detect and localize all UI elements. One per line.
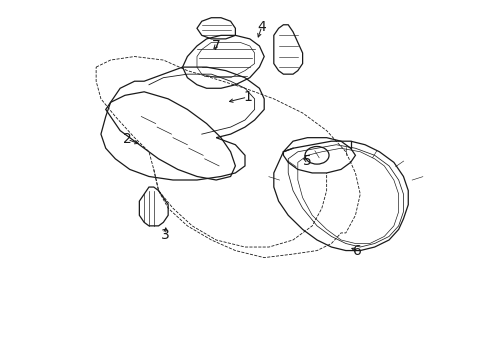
Text: 3: 3 — [161, 228, 170, 242]
Text: 2: 2 — [123, 132, 132, 147]
Text: 1: 1 — [243, 90, 252, 104]
Text: 4: 4 — [257, 19, 266, 33]
Text: 7: 7 — [212, 39, 220, 53]
Text: 5: 5 — [303, 154, 312, 168]
Text: 6: 6 — [353, 244, 362, 257]
